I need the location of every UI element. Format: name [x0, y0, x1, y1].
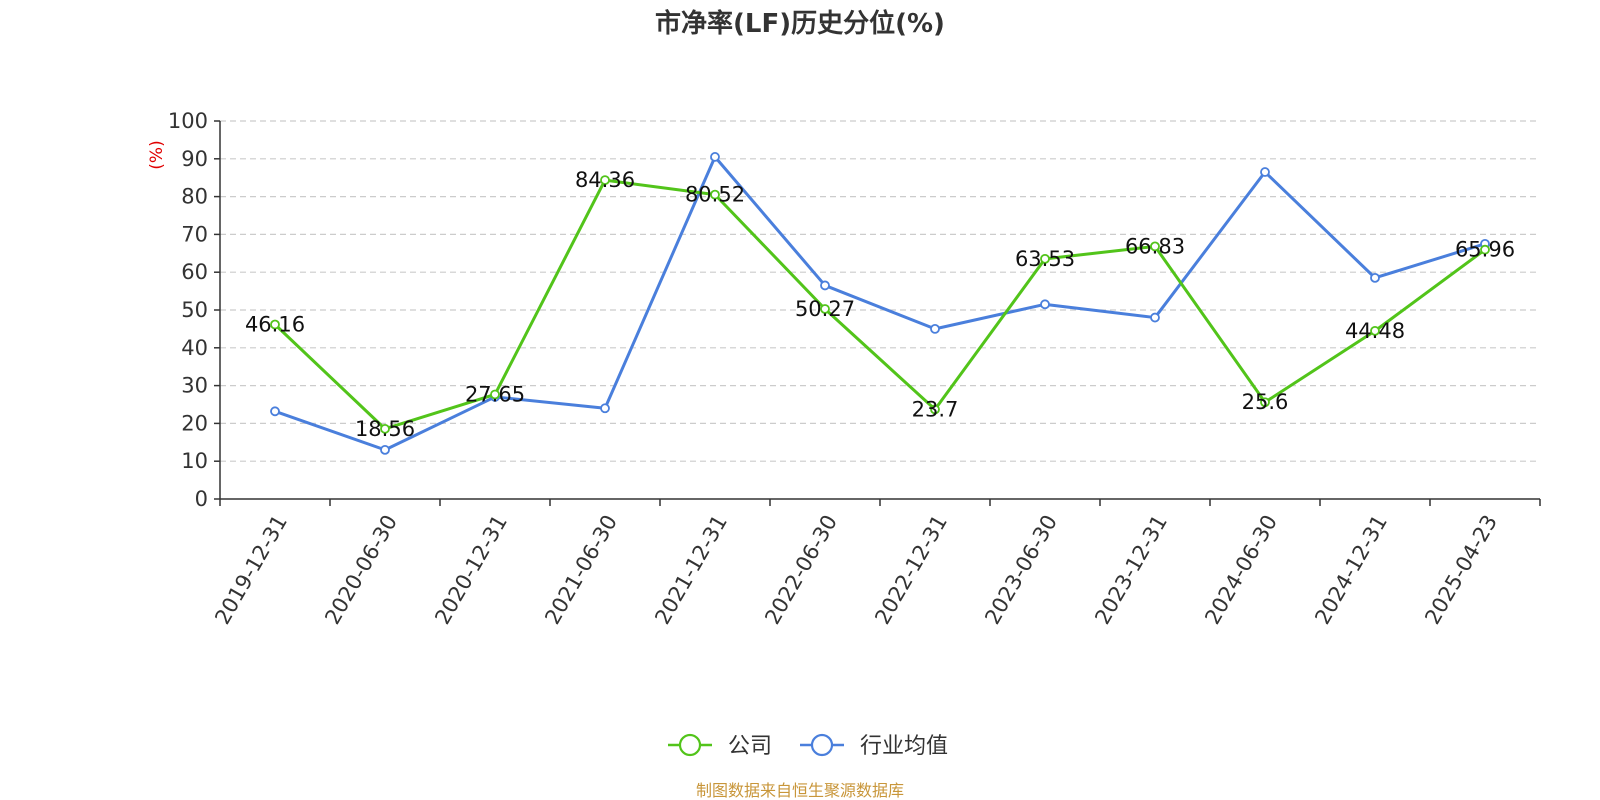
- data-point: [1150, 241, 1160, 252]
- data-label: 66.83: [1125, 234, 1185, 258]
- data-point: [820, 304, 830, 314]
- x-tick-label: 2024-12-31: [1310, 511, 1392, 629]
- data-label: 44.48: [1345, 319, 1405, 343]
- data-point: [930, 323, 940, 334]
- x-tick-label: 2022-12-31: [870, 511, 952, 629]
- data-label: 23.7: [912, 397, 959, 421]
- data-label: 65.96: [1455, 238, 1515, 262]
- x-tick-label: 2024-06-30: [1200, 511, 1282, 629]
- series-industry-average: [270, 152, 1490, 455]
- data-labels: 46.16 18.56 27.65 84.36 80.52 50.27 23.7 63.53 6…: [245, 168, 1515, 441]
- data-point: [1370, 272, 1380, 283]
- data-label: 50.27: [795, 297, 855, 321]
- x-tick-label: 2023-12-31: [1090, 511, 1172, 629]
- data-point: [1040, 253, 1050, 264]
- x-tick-label: 2020-12-31: [430, 511, 512, 629]
- y-tick-label: 30: [181, 374, 208, 398]
- x-tick-label: 2019-12-31: [210, 511, 292, 629]
- data-label: 18.56: [355, 417, 415, 441]
- legend-swatch-marker: [810, 733, 834, 757]
- chart-title: 市净率(LF)历史分位(%): [655, 8, 945, 39]
- x-tick-label: 2023-06-30: [980, 511, 1062, 629]
- x-tick-label: 2020-06-30: [320, 511, 402, 629]
- x-tick-label: 2022-06-30: [760, 511, 842, 629]
- series-line: [273, 178, 1486, 431]
- data-point: [600, 175, 610, 186]
- data-point: [1260, 167, 1270, 177]
- y-tick-label: 10: [181, 449, 208, 473]
- data-point: [1150, 312, 1160, 323]
- y-tick-label: 40: [181, 336, 208, 360]
- y-tick-label: 0: [195, 487, 208, 511]
- legend-item: 公司: [668, 733, 772, 759]
- y-axis-label: (%): [147, 140, 167, 169]
- y-tick-label: 100: [168, 109, 208, 133]
- data-label: 84.36: [575, 168, 635, 192]
- axes: 0 10 20 30 40 50 60 70 80 90 100 2019-12-31 2020-06-…: [168, 109, 1541, 629]
- data-point: [1260, 397, 1270, 408]
- data-point: [1040, 299, 1050, 310]
- series-line: [274, 155, 1486, 452]
- data-point: [270, 406, 280, 417]
- y-tick-label: 70: [181, 222, 208, 246]
- data-point: [1370, 325, 1380, 336]
- y-tick-label: 20: [181, 411, 208, 435]
- data-label: 80.52: [685, 183, 745, 207]
- data-point: [710, 152, 720, 162]
- legend-swatch-marker: [678, 733, 702, 757]
- data-label: 25.6: [1242, 390, 1289, 414]
- source-note: 制图数据来自恒生聚源数据库: [696, 781, 904, 800]
- x-tick-label: 2025-04-23: [1420, 511, 1502, 629]
- data-point: [490, 389, 500, 400]
- y-tick-label: 60: [181, 260, 208, 284]
- legend: 公司 行业均值: [668, 733, 948, 759]
- data-label: 46.16: [245, 313, 305, 337]
- legend-label: 行业均值: [860, 734, 948, 759]
- data-point: [710, 189, 720, 200]
- data-point: [1480, 244, 1490, 255]
- legend-label: 公司: [728, 734, 772, 759]
- y-tick-label: 50: [181, 298, 208, 322]
- data-label: 27.65: [465, 382, 525, 406]
- data-point: [820, 280, 830, 291]
- data-point: [270, 319, 280, 330]
- series-layer: [270, 152, 1490, 455]
- y-tick-label: 80: [181, 185, 208, 209]
- grid-lines: [220, 120, 1540, 462]
- data-point: [380, 423, 390, 434]
- data-point: [380, 444, 390, 455]
- data-point: [930, 404, 940, 415]
- series-company: [270, 175, 1490, 434]
- x-tick-label: 2021-12-31: [650, 511, 732, 629]
- x-tick-label: 2021-06-30: [540, 511, 622, 629]
- legend-item: 行业均值: [800, 733, 948, 759]
- y-tick-label: 90: [181, 147, 208, 171]
- data-label: 63.53: [1015, 247, 1075, 271]
- data-point: [600, 403, 610, 414]
